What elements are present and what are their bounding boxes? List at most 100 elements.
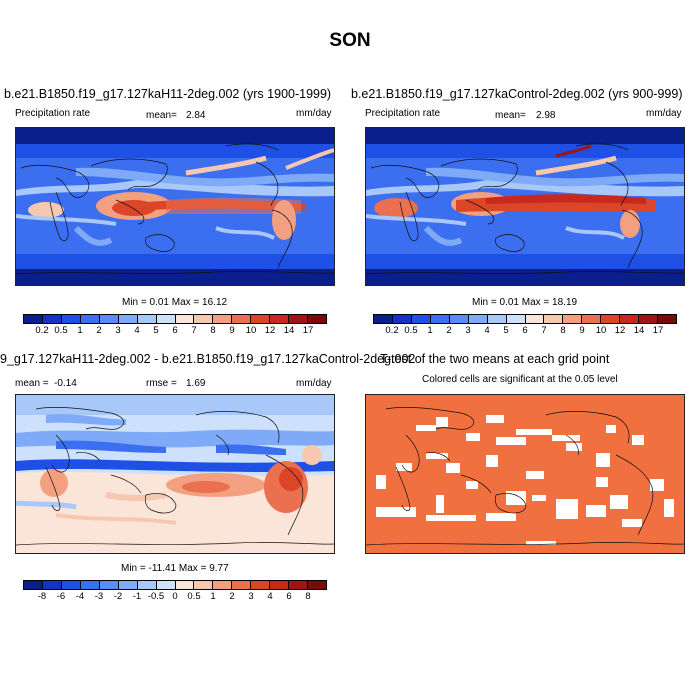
colorbar-tick-label: 3 [248,591,254,602]
panel1-units: mm/day [296,108,332,119]
colorbar-swatch [270,581,290,589]
colorbar-swatch [156,581,176,589]
colorbar-tick-label: 10 [245,325,257,336]
colorbar-swatch [194,581,214,589]
colorbar-tick-label: 6 [286,591,292,602]
colorbar-swatch [270,315,290,323]
colorbar-tick-label: 0.2 [385,325,399,336]
colorbar-swatch [61,315,81,323]
figure-title: SON [329,30,371,51]
colorbar-swatch [99,315,119,323]
colorbar-tick-label: 5 [153,325,159,336]
colorbar-tick-label: 8 [560,325,566,336]
colorbar-swatch [99,581,119,589]
panel3-colorbar [23,580,327,590]
colorbar-tick-label: 12 [264,325,276,336]
colorbar-tick-label: 0 [172,591,178,602]
panel3-units: mm/day [296,378,332,389]
colorbar-swatch [525,315,545,323]
panel1-colorbar [23,314,327,324]
panel4-title: T-test of the two means at each grid poi… [380,352,610,366]
colorbar-swatch [156,315,176,323]
colorbar-swatch [118,581,138,589]
colorbar-tick-label: 6 [522,325,528,336]
colorbar-tick-label: 0.5 [404,325,418,336]
colorbar-tick-label: 12 [614,325,626,336]
colorbar-swatch [374,315,393,323]
panel2-minmax: Min = 0.01 Max = 18.19 [472,297,578,308]
colorbar-swatch [24,315,43,323]
panel3-colorbar-ticks: -8 -6 -4 -3 -2 -1 -0.5 0 0.5 1 2 3 4 6 8 [23,591,327,603]
colorbar-swatch [544,315,564,323]
colorbar-swatch [80,315,100,323]
colorbar-swatch [175,581,195,589]
colorbar-swatch [487,315,507,323]
colorbar-tick-label: 1 [77,325,83,336]
colorbar-swatch [601,315,621,323]
colorbar-tick-label: -8 [37,591,47,602]
panel2-colorbar [373,314,677,324]
colorbar-swatch [194,315,214,323]
colorbar-tick-label: 1 [210,591,216,602]
colorbar-tick-label: 4 [267,591,273,602]
colorbar-swatch [582,315,602,323]
colorbar-swatch [213,581,233,589]
colorbar-tick-label: -4 [75,591,85,602]
panel2-colorbar-ticks: 0.2 0.5 1 2 3 4 5 6 7 8 9 10 12 14 17 [373,325,677,337]
colorbar-swatch [449,315,469,323]
colorbar-tick-label: 17 [302,325,314,336]
panel3-difference-map [15,394,335,554]
colorbar-swatch [137,581,157,589]
panel3-minmax: Min = -11.41 Max = 9.77 [121,563,229,574]
panel2-mean-value: 2.98 [536,110,556,121]
panel3-rmse-value: 1.69 [186,378,206,389]
colorbar-swatch [658,315,676,323]
panel3-mean-label: mean = [15,378,49,389]
colorbar-tick-label: 7 [191,325,197,336]
colorbar-swatch [232,581,252,589]
colorbar-swatch [620,315,640,323]
colorbar-tick-label: 2 [96,325,102,336]
colorbar-tick-label: 3 [465,325,471,336]
colorbar-swatch [251,315,271,323]
colorbar-swatch [308,315,326,323]
colorbar-tick-label: 8 [210,325,216,336]
colorbar-tick-label: 10 [595,325,607,336]
panel1-title: b.e21.B1850.f19_g17.127kaH11-2deg.002 (y… [4,87,332,101]
colorbar-tick-label: 2 [446,325,452,336]
colorbar-swatch [392,315,412,323]
colorbar-swatch [61,581,81,589]
colorbar-tick-label: 8 [305,591,311,602]
colorbar-tick-label: -0.5 [147,591,165,602]
colorbar-tick-label: 4 [484,325,490,336]
panel1-mean-label: mean= [146,110,177,121]
colorbar-swatch [289,581,309,589]
colorbar-swatch [175,315,195,323]
colorbar-tick-label: 7 [541,325,547,336]
panel3-title: 9_g17.127kaH11-2deg.002 - b.e21.B1850.f1… [0,352,416,366]
colorbar-swatch [506,315,526,323]
panel2-precip-map [365,127,685,286]
colorbar-swatch [289,315,309,323]
colorbar-tick-label: 17 [652,325,664,336]
colorbar-tick-label: 0.2 [35,325,49,336]
colorbar-swatch [137,315,157,323]
colorbar-tick-label: 9 [579,325,585,336]
colorbar-swatch [411,315,431,323]
panel2-mean-label: mean= [495,110,526,121]
colorbar-tick-label: -6 [56,591,66,602]
colorbar-tick-label: 4 [134,325,140,336]
colorbar-swatch [232,315,252,323]
panel2-units: mm/day [646,108,682,119]
colorbar-swatch [42,581,62,589]
colorbar-swatch [42,315,62,323]
panel3-rmse-label: rmse = [146,378,177,389]
colorbar-swatch [430,315,450,323]
colorbar-tick-label: -3 [94,591,104,602]
colorbar-tick-label: 2 [229,591,235,602]
colorbar-swatch [24,581,43,589]
colorbar-tick-label: 5 [503,325,509,336]
colorbar-swatch [563,315,583,323]
colorbar-swatch [80,581,100,589]
colorbar-tick-label: 14 [283,325,295,336]
